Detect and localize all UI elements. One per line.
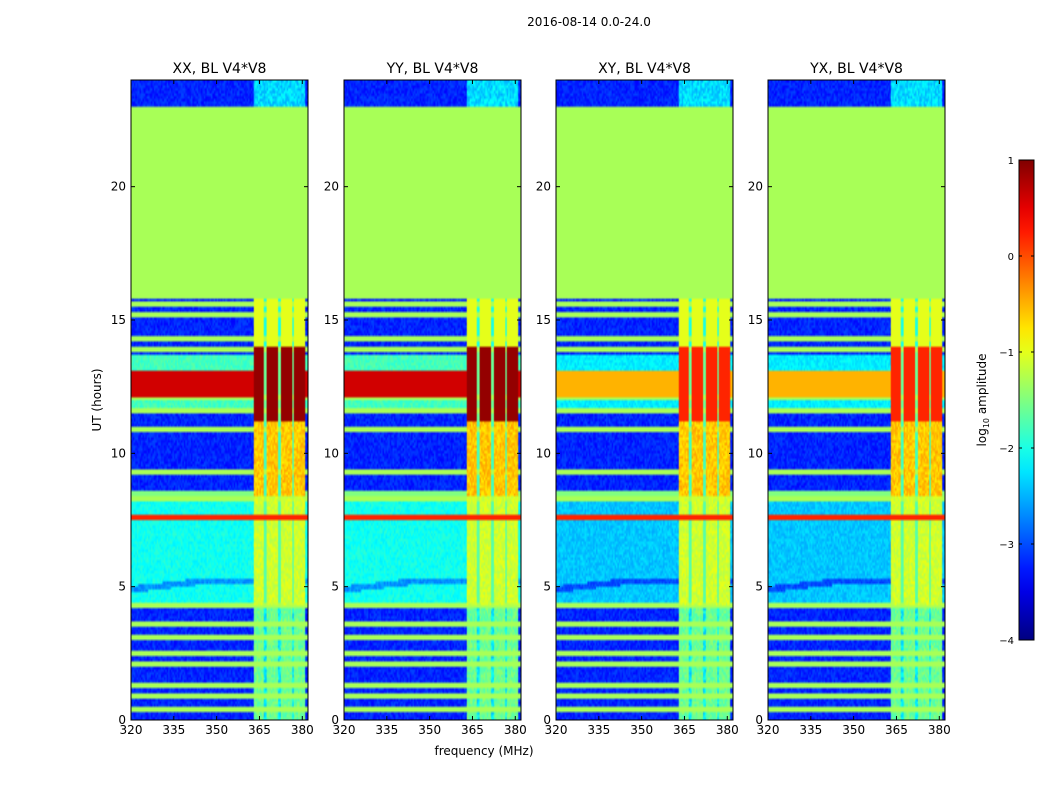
x-axis-label: frequency (MHz) (434, 744, 533, 758)
y-tick-label: 0 (543, 713, 551, 727)
colorbar-tick-label: −1 (999, 348, 1014, 359)
y-tick-label: 5 (331, 580, 339, 594)
y-tick-label: 15 (324, 313, 339, 327)
y-tick-label: 5 (543, 580, 551, 594)
y-axis-label: UT (hours) (90, 368, 104, 431)
x-tick-label: 350 (418, 723, 441, 737)
x-tick-label: 380 (928, 723, 951, 737)
y-tick-label: 15 (111, 313, 126, 327)
y-tick-label: 20 (111, 180, 126, 194)
y-tick-label: 0 (755, 713, 763, 727)
panel-title: YX, BL V4*V8 (809, 61, 903, 77)
colorbar-tick-label: 0 (1008, 252, 1014, 263)
y-tick-label: 10 (748, 446, 763, 460)
colorbar-tick-label: −4 (999, 636, 1014, 647)
panel-title: XX, BL V4*V8 (173, 61, 267, 77)
x-tick-label: 335 (799, 723, 822, 737)
y-tick-label: 10 (324, 446, 339, 460)
x-tick-label: 380 (504, 723, 527, 737)
panel-title: YY, BL V4*V8 (386, 61, 479, 77)
x-tick-label: 365 (673, 723, 696, 737)
colorbar-label: log10 amplitude (975, 354, 991, 447)
heatmap-image (131, 80, 308, 720)
axes-frame (343, 79, 522, 721)
x-tick-label: 365 (461, 723, 484, 737)
x-tick-label: 320 (545, 723, 568, 737)
y-tick-label: 20 (324, 180, 339, 194)
axes-frame (555, 79, 734, 721)
x-tick-label: 350 (630, 723, 653, 737)
panel-xx: XX, BL V4*V8 320 335 350 365 380 0 5 10 15 20 (111, 61, 314, 737)
x-tick-label: 335 (587, 723, 610, 737)
y-tick-label: 10 (536, 446, 551, 460)
x-tick-label: 350 (842, 723, 865, 737)
y-tick-label: 20 (748, 180, 763, 194)
heatmap-image (344, 80, 521, 720)
x-tick-label: 335 (375, 723, 398, 737)
y-tick-label: 20 (536, 180, 551, 194)
x-tick-label: 335 (162, 723, 185, 737)
y-tick-label: 0 (331, 713, 339, 727)
heatmap-image (768, 80, 945, 720)
x-tick-label: 365 (248, 723, 271, 737)
suptitle: 2016-08-14 0.0-24.0 (527, 15, 651, 29)
colorbar-tick-label: −3 (999, 540, 1014, 551)
y-tick-label: 5 (118, 580, 126, 594)
x-tick-label: 320 (120, 723, 143, 737)
panel-yx: YX, BL V4*V8 320 335 350 365 380 0 5 10 15 20 (748, 61, 951, 737)
y-tick-label: 0 (118, 713, 126, 727)
panel-xy: XY, BL V4*V8 320 335 350 365 380 0 5 10 15 20 (536, 61, 739, 737)
colorbar: −4 −3 −2 −1 0 1 log10 amplitude (975, 156, 1035, 647)
x-tick-label: 380 (291, 723, 314, 737)
axes-frame (767, 79, 946, 721)
panel-title: XY, BL V4*V8 (598, 61, 691, 77)
y-tick-label: 15 (536, 313, 551, 327)
panel-yy: YY, BL V4*V8 320 335 350 365 380 0 5 10 15 20 (324, 61, 527, 737)
x-tick-label: 365 (885, 723, 908, 737)
x-tick-label: 320 (757, 723, 780, 737)
x-tick-label: 350 (205, 723, 228, 737)
y-tick-label: 5 (755, 580, 763, 594)
axes-frame (130, 79, 309, 721)
y-tick-label: 15 (748, 313, 763, 327)
x-tick-label: 320 (333, 723, 356, 737)
x-tick-label: 380 (716, 723, 739, 737)
colorbar-tick-label: 1 (1008, 156, 1014, 167)
colorbar-gradient (1018, 159, 1035, 641)
heatmap-image (556, 80, 733, 720)
y-tick-label: 10 (111, 446, 126, 460)
colorbar-tick-label: −2 (999, 444, 1014, 455)
